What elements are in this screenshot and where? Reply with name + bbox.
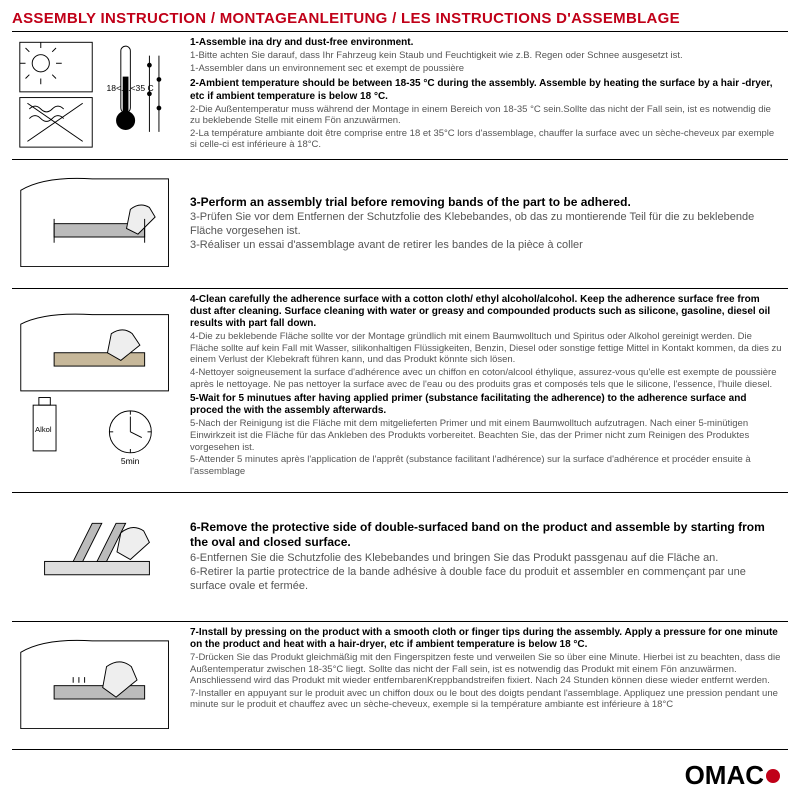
step6-de: 6-Entfernen Sie die Schutzfolie des Kleb… — [190, 552, 782, 565]
footer: OMAC — [12, 750, 788, 794]
step4-de: 4-Die zu beklebende Fläche sollte vor de… — [190, 331, 782, 366]
step7-lead: 7-Install by pressing on the product wit… — [190, 627, 782, 651]
step7-de: 7-Drücken Sie das Produkt gleichmäßig mi… — [190, 652, 782, 687]
temp-range-label: 18<....<35 C — [107, 83, 154, 93]
step6-lead: 6-Remove the protective side of double-s… — [190, 520, 782, 551]
step1-fr: 1-Assembler dans un environnement sec et… — [190, 63, 782, 75]
timer-label: 5min — [121, 456, 140, 466]
step1-lead: 1-Assemble ina dry and dust-free environ… — [190, 37, 782, 49]
step-row-4-5: Alkol 5min 4-Clean carefully the adheren… — [12, 288, 788, 493]
step2-de: 2-Die Außentemperatur muss während der M… — [190, 104, 782, 127]
step-row-1-2: 18<....<35 C 1-Assemble ina dry and dust… — [12, 31, 788, 159]
step-text-6: 6-Remove the protective side of double-s… — [182, 493, 788, 620]
step7-fr: 7-Installer en appuyant sur le produit a… — [190, 688, 782, 711]
step-text-3: 3-Perform an assembly trial before remov… — [182, 160, 788, 287]
step3-fr: 3-Réaliser un essai d'assemblage avant d… — [190, 239, 782, 252]
door-sill-trial-icon — [16, 164, 178, 283]
brand-logo-dot-icon — [766, 769, 780, 783]
step-row-7: 7-Install by pressing on the product wit… — [12, 621, 788, 750]
step4-lead: 4-Clean carefully the adherence surface … — [190, 294, 782, 331]
brand-logo: OMAC — [685, 760, 780, 791]
illus-peel-band — [12, 493, 182, 620]
peel-band-icon — [16, 497, 178, 616]
step6-fr: 6-Retirer la partie protectrice de la ba… — [190, 566, 782, 593]
step5-de: 5-Nach der Reinigung ist die Fläche mit … — [190, 418, 782, 453]
illus-trial-fit — [12, 160, 182, 287]
step-text-7: 7-Install by pressing on the product wit… — [182, 622, 788, 749]
step-text-1-2: 1-Assemble ina dry and dust-free environ… — [182, 32, 788, 159]
step5-lead: 5-Wait for 5 minutues after having appli… — [190, 393, 782, 417]
sun-thermometer-icon: 18<....<35 C — [16, 36, 178, 155]
bottle-label: Alkol — [35, 424, 52, 433]
step-row-6: 6-Remove the protective side of double-s… — [12, 492, 788, 620]
page-title: ASSEMBLY INSTRUCTION / MONTAGEANLEITUNG … — [12, 10, 788, 31]
illus-temp-conditions: 18<....<35 C — [12, 32, 182, 159]
step2-fr: 2-La température ambiante doit être comp… — [190, 128, 782, 151]
brand-logo-text: OMAC — [685, 760, 764, 791]
clean-primer-timer-icon: Alkol 5min — [16, 293, 178, 489]
step1-de: 1-Bitte achten Sie darauf, dass Ihr Fahr… — [190, 50, 782, 62]
illus-clean-primer: Alkol 5min — [12, 289, 182, 493]
step-text-4-5: 4-Clean carefully the adherence surface … — [182, 289, 788, 493]
press-heat-icon — [16, 626, 178, 745]
step5-fr: 5-Attender 5 minutes après l'application… — [190, 454, 782, 477]
step3-lead: 3-Perform an assembly trial before remov… — [190, 195, 782, 211]
step4-fr: 4-Nettoyer soigneusement la surface d'ad… — [190, 367, 782, 390]
instruction-sheet: ASSEMBLY INSTRUCTION / MONTAGEANLEITUNG … — [0, 0, 800, 800]
illus-press-heat — [12, 622, 182, 749]
step3-de: 3-Prüfen Sie vor dem Entfernen der Schut… — [190, 211, 782, 238]
step-row-3: 3-Perform an assembly trial before remov… — [12, 159, 788, 287]
step2-lead: 2-Ambient temperature should be between … — [190, 78, 782, 102]
